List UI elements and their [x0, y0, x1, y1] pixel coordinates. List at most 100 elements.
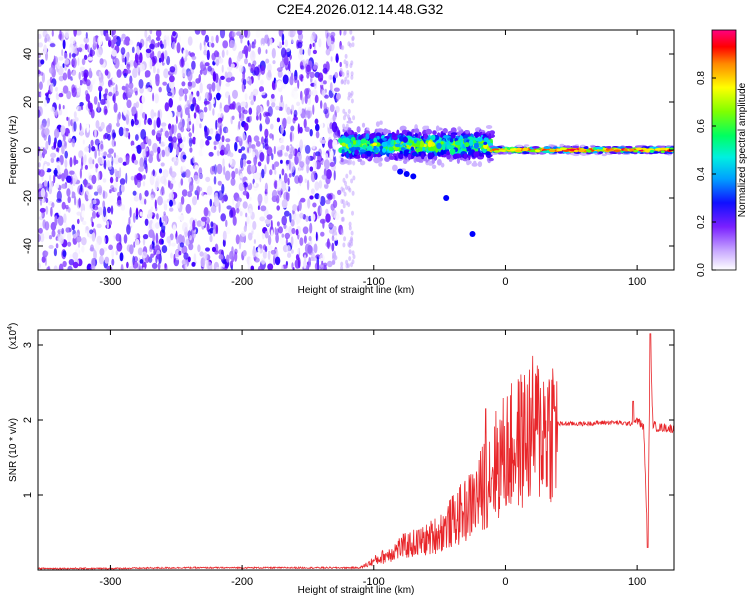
spectrogram-cell: [232, 215, 237, 226]
spectrogram-y-tick-label: -40: [22, 238, 34, 254]
spectrogram-cell: [155, 232, 159, 244]
spectrogram-cell: [117, 191, 121, 197]
spectrogram-cell: [315, 111, 321, 120]
spectrogram-cell: [88, 67, 92, 79]
spectrogram-cell: [215, 59, 220, 66]
spectrogram-cell: [658, 145, 666, 149]
spectrogram-cell: [213, 145, 217, 150]
spectrogram-cell: [314, 193, 320, 200]
spectrogram-cell: [92, 159, 95, 165]
spectrogram-cell: [625, 145, 633, 149]
spectrogram-cell: [522, 147, 529, 151]
spectrogram-cell: [47, 265, 51, 270]
spectrogram-cell: [260, 205, 267, 212]
spectrogram-cell: [81, 69, 84, 78]
spectrogram-cell: [185, 203, 192, 214]
spectrogram-cell: [321, 89, 326, 97]
spectrogram-cell: [297, 174, 303, 184]
spectrogram-cell: [201, 30, 206, 36]
spectrogram-cell: [315, 130, 320, 139]
spectrogram-cell: [212, 228, 216, 237]
spectrogram-cell: [193, 253, 197, 262]
spectrogram-cell: [72, 178, 76, 186]
spectrogram-cell: [63, 58, 70, 65]
spectrogram-cell: [288, 173, 292, 178]
spectrogram-cell: [238, 111, 242, 119]
spectrogram-cell: [259, 86, 264, 93]
spectrogram-cell: [232, 196, 235, 206]
spectrogram-cell: [164, 263, 167, 269]
spectrogram-cell: [473, 160, 477, 166]
spectrogram-cell: [465, 130, 470, 134]
spectrogram-cell: [344, 53, 348, 59]
spectrogram-cell: [39, 207, 46, 213]
spectrogram-cell: [203, 44, 207, 52]
spectrogram-cell: [79, 168, 82, 179]
spectrogram-cell: [142, 181, 146, 187]
spectrogram-cell: [281, 233, 285, 238]
spectrogram-cell: [312, 104, 315, 115]
spectrogram-cell: [174, 160, 179, 166]
spectrogram-cell: [189, 147, 193, 153]
spectrogram-cell: [234, 141, 238, 152]
spectrogram-cell: [257, 193, 263, 204]
spectrogram-cell: [187, 191, 193, 198]
spectrogram-cell: [436, 159, 442, 166]
spectrogram-cell: [99, 58, 104, 65]
spectrogram-cell: [142, 234, 149, 240]
snr-y-tick-label: 3: [22, 342, 34, 348]
spectrogram-cell: [72, 261, 79, 269]
spectrogram-cell: [529, 149, 536, 153]
spectrogram-cell: [149, 59, 153, 70]
spectrogram-cell: [160, 212, 165, 223]
spectrogram-cell: [522, 151, 528, 154]
spectrogram-cell: [170, 179, 177, 184]
spectrogram-cell: [264, 193, 269, 204]
spectrogram-cell: [195, 117, 200, 127]
spectrogram-cell: [139, 87, 144, 94]
spectrogram-cell: [649, 149, 655, 153]
spectrogram-cell: [263, 138, 267, 144]
spectrogram-cell: [167, 91, 173, 97]
spectrogram-cell: [50, 157, 55, 163]
spectrogram-cell: [69, 157, 73, 168]
spectrogram-cell: [182, 88, 189, 95]
spectrogram-cell: [216, 163, 223, 175]
spectrogram-cell: [249, 115, 252, 122]
spectrogram-cell: [248, 196, 252, 201]
spectrogram-cell: [169, 207, 174, 212]
spectrogram-cell: [187, 81, 193, 87]
spectrogram-cell: [89, 184, 93, 190]
spectrogram-cell: [126, 99, 132, 109]
snr-scale-note: (x104): [7, 323, 19, 350]
spectrogram-cell: [222, 230, 227, 241]
spectrogram-cell: [155, 30, 162, 38]
spectrogram-cell: [102, 190, 105, 199]
spectrogram-cell: [246, 116, 251, 123]
spectrogram-cell: [523, 144, 530, 147]
spectrogram-cell: [342, 203, 346, 209]
spectrogram-cell: [351, 250, 355, 256]
spectrogram-cell: [278, 30, 283, 37]
spectrogram-cell: [63, 213, 67, 223]
spectrogram-cell: [415, 156, 422, 162]
spectrogram-cell: [359, 160, 366, 166]
spectrogram-panel: -300 -200 -100 0 100 40 20 0 -20 -40 Height of s…: [8, 29, 675, 296]
spectrogram-cell: [336, 93, 341, 100]
spectrogram-cell: [60, 125, 66, 135]
spectrogram-cell: [192, 136, 197, 145]
spectrogram-cell: [169, 66, 176, 73]
spectrogram-cell: [218, 77, 222, 87]
spectrogram-cell: [312, 202, 317, 208]
spectrogram-cell: [167, 111, 173, 121]
spectrogram-cell: [331, 235, 335, 242]
spectrogram-cell: [350, 262, 353, 268]
spectrogram-cell: [252, 247, 257, 258]
spectrogram-cell: [267, 235, 272, 246]
spectrogram-x-tick-label: -300: [99, 276, 121, 288]
spectrogram-cell: [129, 75, 133, 84]
spectrogram-cell: [122, 215, 125, 227]
spectrogram-cell: [185, 239, 190, 246]
spectrogram-cell: [320, 100, 323, 109]
spectrogram-cell: [143, 174, 146, 180]
